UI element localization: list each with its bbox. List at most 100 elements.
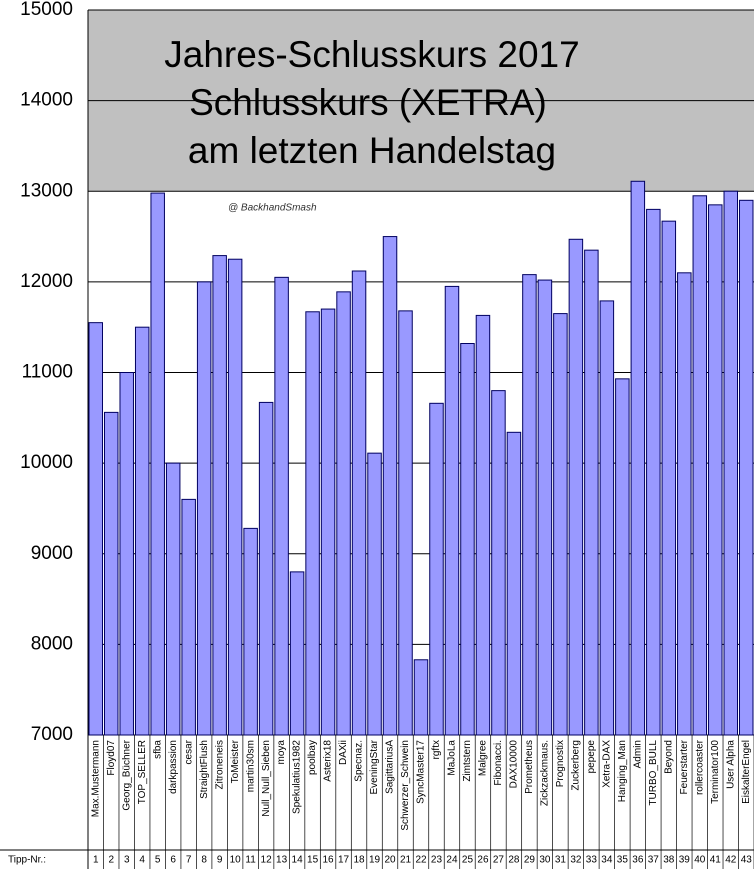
tipp-number: 4 <box>139 855 145 866</box>
x-tick-label: rollercoaster <box>694 739 705 795</box>
tipp-number: 38 <box>663 855 675 866</box>
x-tick-label: sfba <box>152 740 163 759</box>
x-tick-label: rgftx <box>431 740 442 759</box>
y-tick-label: 7000 <box>31 724 73 745</box>
bar <box>739 199 754 736</box>
x-tick-label: EiskalterEngel <box>741 740 752 804</box>
x-tick-label: Feuerstarter <box>679 739 690 794</box>
bar <box>491 390 506 736</box>
bar <box>723 190 739 736</box>
tipp-number: 35 <box>617 855 629 866</box>
tipp-number: 19 <box>369 855 381 866</box>
y-tick-label: 13000 <box>20 180 73 201</box>
bar <box>413 659 429 736</box>
annotation: @ BackhandSmash <box>228 203 317 214</box>
bar <box>382 236 398 736</box>
x-tick-label: Xetra-DAX <box>602 740 613 788</box>
tipp-number: 9 <box>217 855 223 866</box>
tipp-number: 2 <box>108 855 114 866</box>
bar <box>88 322 103 736</box>
y-tick-label: 8000 <box>31 633 73 654</box>
bar <box>692 195 708 736</box>
bar <box>615 378 630 736</box>
tipp-number: 29 <box>524 855 536 866</box>
x-tick-label: Zickzackmaus. <box>540 740 551 806</box>
bar <box>351 270 367 736</box>
chart-title: Jahres-Schlusskurs 2017 <box>164 34 579 75</box>
y-tick-label: 15000 <box>20 0 73 20</box>
bar <box>599 300 615 736</box>
bar <box>677 272 692 736</box>
tipp-number: 22 <box>415 855 427 866</box>
bar <box>196 281 212 736</box>
tipp-number: 18 <box>353 855 365 866</box>
y-tick-label: 9000 <box>31 543 73 564</box>
x-tick-label: TURBO_BULL <box>648 740 659 806</box>
bar <box>227 258 243 736</box>
bar <box>274 276 289 736</box>
tipp-number: 16 <box>323 855 335 866</box>
tipp-number: 23 <box>431 855 443 866</box>
bar <box>522 274 537 736</box>
tipp-number: 7 <box>186 855 192 866</box>
x-tick-label: Zitroneneis <box>214 740 225 789</box>
bar <box>708 204 723 736</box>
x-tick-label: SagittariusA <box>385 740 396 794</box>
x-tick-label: Beyond <box>663 740 674 774</box>
tipp-number: 33 <box>586 855 598 866</box>
bar <box>258 401 274 736</box>
tipp-number: 10 <box>230 855 242 866</box>
tipp-number: 36 <box>632 855 644 866</box>
x-tick-label: TOP_SELLER <box>137 740 148 804</box>
bar <box>150 192 165 736</box>
bar <box>119 372 134 736</box>
bar <box>336 291 351 736</box>
x-tick-label: Hanging_Man <box>617 740 628 802</box>
x-tick-label: poolbay <box>307 740 318 775</box>
tipp-number: 28 <box>508 855 520 866</box>
tipp-number: 14 <box>292 855 304 866</box>
bar <box>537 279 553 736</box>
bar <box>165 462 181 736</box>
bar <box>584 249 599 736</box>
tipp-number: 21 <box>400 855 412 866</box>
tipp-number: 25 <box>462 855 474 866</box>
tipp-number: 34 <box>601 855 613 866</box>
x-tick-label: Zimtstern <box>462 740 473 782</box>
y-tick-label: 14000 <box>20 90 73 111</box>
tipp-number: 11 <box>245 855 256 866</box>
x-tick-label: Prometheus <box>524 740 535 794</box>
bar <box>429 402 444 736</box>
x-tick-label: User Alpha <box>725 740 736 789</box>
tipp-number: 26 <box>477 855 489 866</box>
tipp-number: 40 <box>694 855 706 866</box>
x-tick-label: moya <box>276 740 287 765</box>
bar <box>646 208 661 736</box>
y-tick-label: 11000 <box>22 362 73 383</box>
tipp-number: 41 <box>710 855 722 866</box>
bar <box>661 220 677 736</box>
x-tick-label: MaJoLa <box>447 740 458 776</box>
y-tick-label: 12000 <box>20 271 73 292</box>
tipp-number: 6 <box>170 855 176 866</box>
bar <box>630 180 646 736</box>
tipp-number: 13 <box>276 855 288 866</box>
bar <box>444 285 460 736</box>
tipp-number: 3 <box>124 855 130 866</box>
x-tick-label: StraightFlush <box>199 740 210 799</box>
y-tick-label: 10000 <box>20 452 73 473</box>
x-tick-label: Fibonacci. <box>493 740 504 786</box>
x-tick-label: darkpassion <box>168 740 179 794</box>
bar <box>568 238 584 736</box>
x-tick-label: ToMeister <box>230 739 241 783</box>
plot <box>88 9 754 736</box>
bar <box>212 255 227 736</box>
x-tick-label: Georg_Büchner <box>121 739 132 810</box>
bar <box>134 326 150 736</box>
tipp-number: 17 <box>338 855 350 866</box>
row-label: Tipp-Nr.: <box>8 855 46 866</box>
tipp-number: 5 <box>155 855 161 866</box>
tipp-number: 37 <box>648 855 660 866</box>
tipp-number: 30 <box>539 855 551 866</box>
bar <box>289 571 305 736</box>
